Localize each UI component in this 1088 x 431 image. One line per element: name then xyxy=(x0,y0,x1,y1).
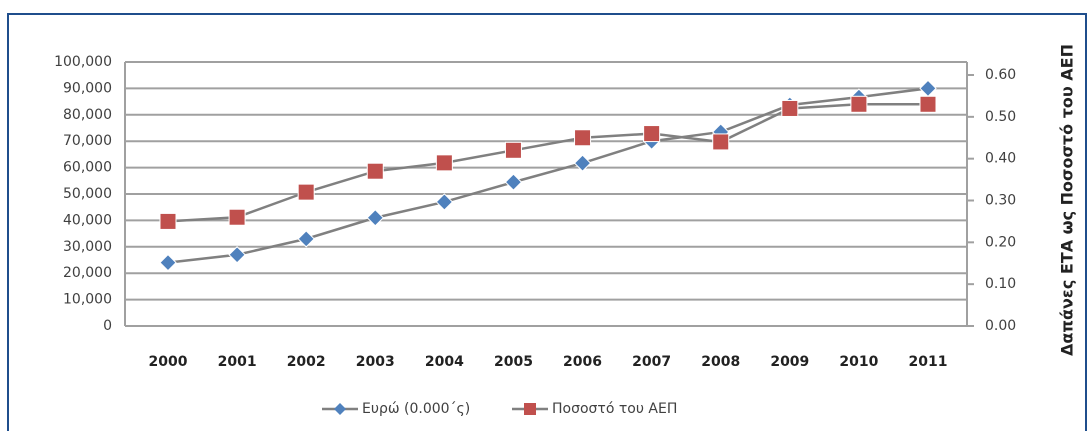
legend-label: Ποσοστό του ΑΕΠ xyxy=(552,401,677,417)
marker xyxy=(297,230,315,248)
y-tick-label: 30,000 xyxy=(63,239,112,255)
marker xyxy=(504,141,522,159)
y-tick-label: 70,000 xyxy=(63,133,112,149)
y-tick-label: 100,000 xyxy=(54,54,112,70)
y2-tick-label: 0.40 xyxy=(985,151,1016,167)
marker xyxy=(919,79,937,98)
x-tick-label: 2002 xyxy=(287,354,326,370)
y2-tick-label: 0.30 xyxy=(985,193,1016,209)
x-tick-label: 2009 xyxy=(770,354,809,370)
series-line xyxy=(167,103,928,223)
marker xyxy=(435,193,454,211)
x-tick-label: 2000 xyxy=(149,354,188,370)
x-tick-label: 2008 xyxy=(701,354,740,370)
x-tick-label: 2001 xyxy=(218,354,257,370)
legend-label: Ευρώ (0.000΄ς) xyxy=(362,401,470,417)
marker xyxy=(228,208,246,226)
x-tick-label: 2006 xyxy=(563,354,602,370)
legend-marker xyxy=(334,403,346,415)
marker xyxy=(366,162,384,180)
y-tick-label: 60,000 xyxy=(63,160,112,176)
y2-tick-label: 0.20 xyxy=(985,234,1016,250)
y-tick-label: 80,000 xyxy=(63,107,112,123)
x-tick-label: 2011 xyxy=(909,354,948,370)
y2-tick-label: 0.10 xyxy=(985,276,1016,292)
marker xyxy=(159,212,177,230)
marker xyxy=(574,129,592,147)
y2-tick-label: 0.60 xyxy=(985,67,1016,83)
legend-marker xyxy=(524,403,536,415)
marker xyxy=(504,173,523,191)
x-tick-label: 2005 xyxy=(494,354,533,370)
marker xyxy=(573,154,592,172)
marker xyxy=(850,95,868,113)
marker xyxy=(781,99,799,117)
y-tick-label: 10,000 xyxy=(63,292,112,308)
y2-tick-label: 0.50 xyxy=(985,109,1016,125)
x-tick-label: 2007 xyxy=(632,354,671,370)
marker xyxy=(366,209,384,227)
y-tick-label: 0 xyxy=(103,318,112,334)
marker xyxy=(919,95,937,113)
marker xyxy=(297,183,315,201)
frame xyxy=(7,13,1087,431)
marker xyxy=(435,154,453,172)
x-tick-label: 2003 xyxy=(356,354,395,370)
x-tick-label: 2010 xyxy=(839,354,878,370)
y-tick-label: 50,000 xyxy=(63,186,112,202)
marker xyxy=(712,133,730,151)
marker xyxy=(159,253,177,272)
x-tick-label: 2004 xyxy=(425,354,464,370)
series-line xyxy=(167,87,929,264)
y2-tick-label: 0.00 xyxy=(985,318,1016,334)
marker xyxy=(643,125,661,143)
y-tick-label: 20,000 xyxy=(63,265,112,281)
y-tick-label: 90,000 xyxy=(63,80,112,96)
y2-axis-label: Δαπάνες ΕΤΑ ως Ποσοστό του ΑΕΠ xyxy=(1058,44,1077,356)
marker xyxy=(228,246,246,264)
y-tick-label: 40,000 xyxy=(63,212,112,228)
